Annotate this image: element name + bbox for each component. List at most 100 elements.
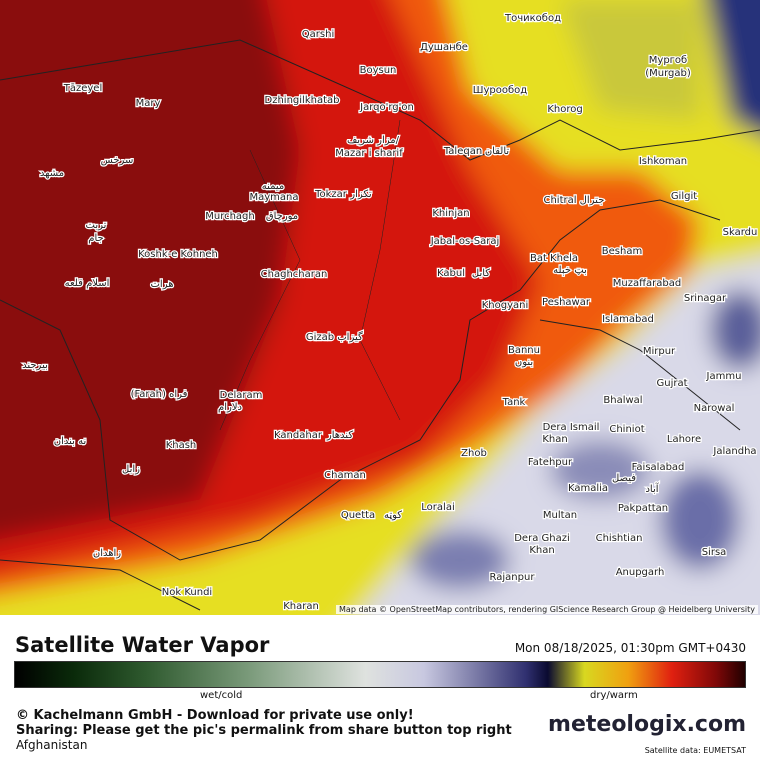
place-label: جام [88,233,103,244]
place-label: دلارام [218,402,242,413]
place-label: Dzhingilkhatab [265,95,340,106]
place-label: Koshk-e Kohneh [138,249,218,260]
place-label: Khogyani [482,300,529,311]
color-scale [14,661,746,688]
place-label: Gilgit [671,191,697,202]
place-label: Jalandha [712,446,756,457]
place-label: Dera Ismail [543,422,600,433]
place-label: کوټه [384,510,402,521]
place-label: Chitral [543,195,576,206]
place-label: Khan [542,434,567,445]
place-label: Мургоб [649,55,687,66]
place-label: بیرجند [22,360,48,371]
place-label: Шурообод [473,85,527,96]
place-label: تکزار [349,189,372,200]
place-label: Srinagar [684,293,727,304]
place-label: کابل [472,268,490,279]
place-label: Faisalabad [632,462,685,473]
place-label: اسلام قلعه [65,278,110,289]
place-label: Kabul [437,268,465,279]
place-label: Душанбе [420,42,468,53]
place-label: (Murgab) [645,68,691,79]
place-label: Peshawar [542,297,591,308]
place-label: زابل [122,464,140,475]
place-label: Qarshi [302,29,334,40]
place-label: سرخس [101,155,134,166]
place-label: هرات [151,279,174,290]
place-label: جترال [580,195,605,206]
logo: meteologix.com [548,712,746,737]
place-label: Dera Ghazi [514,533,570,544]
place-label: آباد [645,482,659,495]
place-label: Tank [502,397,526,408]
place-label: Islamabad [602,314,654,325]
copyright: © Kachelmann GmbH - Download for private… [16,708,414,723]
place-label: Khan [529,545,554,556]
place-label: Skardu [723,227,758,238]
place-label: Tokzar [314,189,348,200]
place-label: Mary [136,98,161,109]
place-label: Kandahar [274,430,323,441]
map-attribution: Map data © OpenStreetMap contributors, r… [336,605,758,614]
place-label: Gujrat [656,378,687,389]
place-label: Jabal-os-Saraj [430,236,500,247]
place-label: Maymana [249,192,298,203]
place-label: Besham [602,246,642,257]
place-label: Lahore [667,434,701,445]
place-label: Chiniot [609,424,644,435]
satellite-map: Qarshi Душанбе Точикобод Boysun Мургоб (Murga… [0,0,760,615]
place-label: Jarqo'rg'on [359,102,414,113]
place-label: Loralai [421,502,454,513]
place-label: Narowal [694,403,735,414]
place-label: (Farah) فراه [131,389,188,400]
place-label: Chishtian [596,533,643,544]
place-label: Sirsa [702,547,727,558]
place-label: Muzaffarabad [613,278,681,289]
place-label: Quetta [341,510,375,521]
place-label: Kharan [283,601,319,612]
place-label: تربت [86,220,107,231]
place-label: Multan [543,510,577,521]
place-label: Nok Kundi [162,587,212,598]
sharing: Sharing: Please get the pic's permalink … [16,723,512,738]
place-label: Bannu [508,345,540,356]
place-label: Gizab [306,332,334,343]
place-label: میمنه [262,181,285,192]
place-label: Pakpattan [618,503,668,514]
place-label: Delaram [220,390,263,401]
place-label: Taleqan [443,146,482,157]
place-label: Khinjan [432,208,469,219]
place-label: کندهار [326,430,353,441]
region: Afghanistan [16,738,88,752]
place-label: Fatehpur [528,457,573,468]
datetime: Mon 08/18/2025, 01:30pm GMT+0430 [514,641,746,655]
place-label: Boysun [360,65,397,76]
scale-low: wet/cold [200,690,243,701]
scale-high: dry/warm [590,690,638,701]
place-label: Chaghcharan [261,269,328,280]
place-label: مزار شریف/ [347,135,400,146]
data-source: Satellite data: EUMETSAT [644,746,746,755]
place-label: Точикобод [504,13,561,24]
place-label: Murchagh [205,211,255,222]
place-label: زاهدان [93,548,121,559]
place-label: Khorog [547,104,582,115]
place-label: مشهد [40,168,64,179]
place-label: نه بندان [54,436,87,447]
place-label: بټ خېله [553,265,587,276]
title: Satellite Water Vapor [15,633,270,657]
place-label: Ishkoman [639,156,687,167]
place-label: Mazar i sharif [335,148,403,159]
place-label: Rajanpur [490,572,536,583]
place-label: Kamalia [568,483,608,494]
place-label: Khash [166,440,197,451]
place-label: Mirpur [643,346,676,357]
place-label: Chaman [324,470,366,481]
place-label: Zhob [461,448,487,459]
place-label: Tāzeyel [63,83,103,94]
place-label: بنوں [515,357,533,368]
place-label: مورچاق [266,211,298,222]
borders [0,39,760,611]
place-label: Anupgarh [616,567,665,578]
